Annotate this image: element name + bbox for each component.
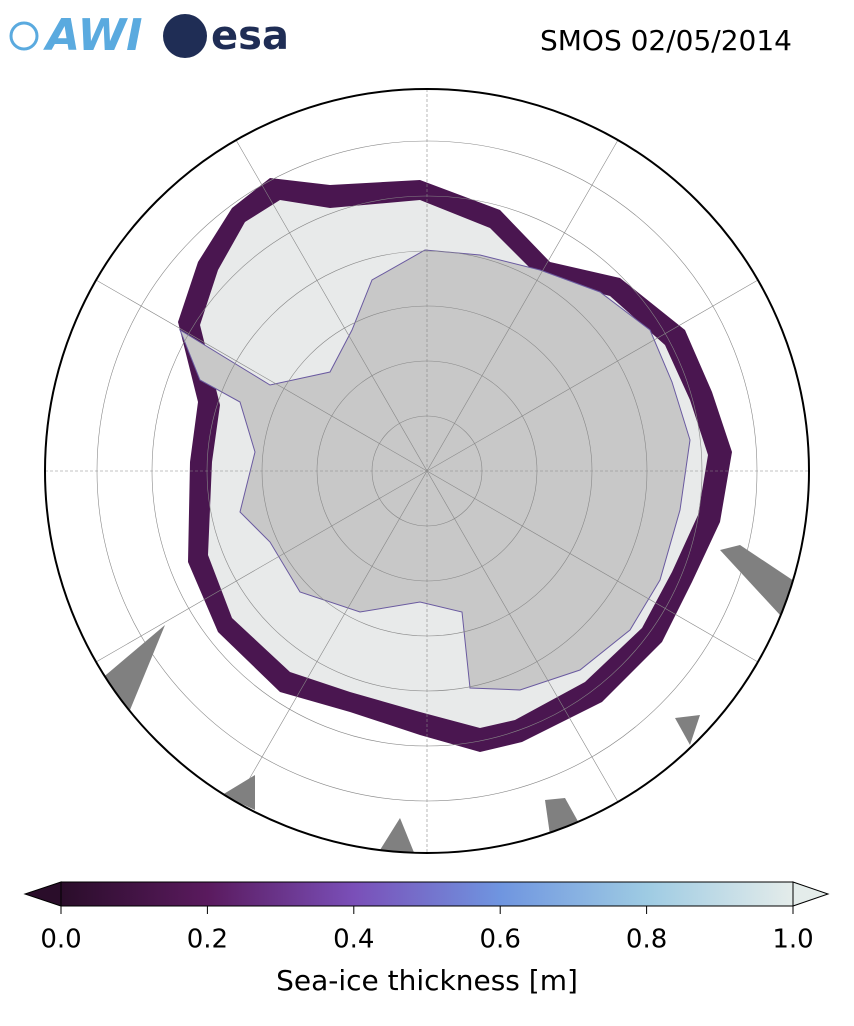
map: [45, 89, 809, 853]
graticule: [45, 89, 809, 853]
logos: AWI esa: [9, 10, 289, 61]
colorbar-label: Sea-ice thickness [m]: [276, 964, 578, 997]
colorbar-tick-label: 0.6: [480, 925, 521, 955]
awi-logo: AWI: [43, 10, 143, 61]
no-data: [100, 545, 800, 853]
awi-icon: [9, 21, 39, 51]
esa-logo: esa: [211, 13, 289, 59]
map-frame: [44, 88, 810, 854]
colorbar-tick-label: 0.4: [333, 925, 374, 955]
colorbar-min-arrow: [23, 881, 62, 907]
colorbar-tick-label: 1.0: [772, 925, 813, 955]
colorbar-tick-label: 0.2: [187, 925, 228, 955]
colorbar-tick-label: 0.8: [626, 925, 667, 955]
esa-icon: [163, 14, 207, 58]
colorbar-max-arrow: [792, 881, 830, 907]
title: SMOS 02/05/2014: [540, 24, 792, 57]
antarctica: [178, 249, 691, 691]
colorbar-gradient: [60, 881, 794, 907]
colorbar: 0.0 0.2 0.4 0.6 0.8 1.0: [23, 881, 830, 955]
colorbar-tick-label: 0.0: [40, 925, 81, 955]
